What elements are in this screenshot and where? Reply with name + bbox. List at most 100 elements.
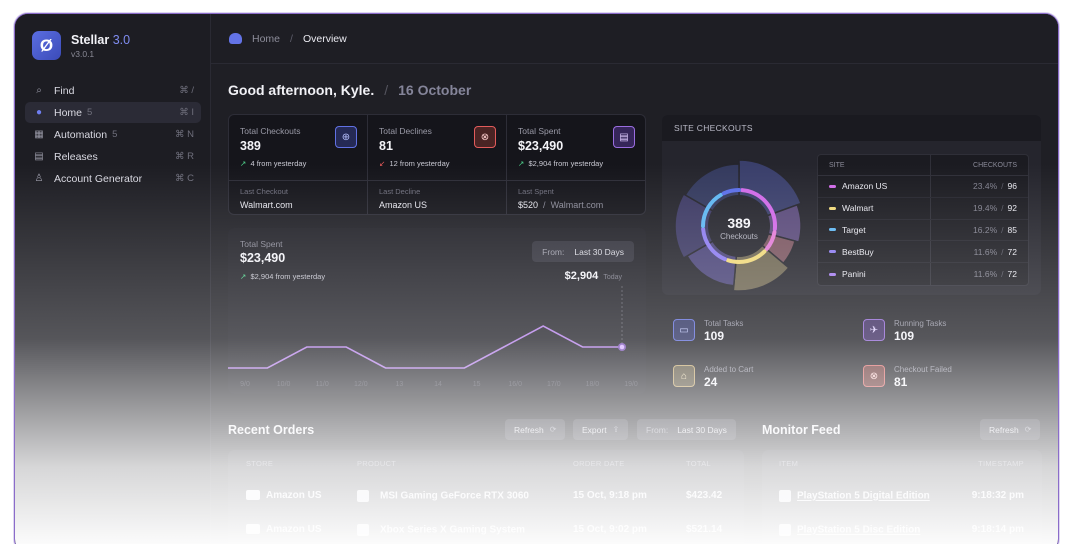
x-tick-label: 12/0 (354, 381, 368, 388)
x-tick-label: 15 (473, 381, 481, 388)
orders-date-range-select[interactable]: From: Last 30 Days (637, 419, 736, 440)
stat-total-declines: Total Declines 81 ⊗ ↙ 12 from yesterday … (368, 115, 507, 214)
shortcut-hint: ⌘ R (175, 151, 194, 162)
column-header: ORDER DATE (573, 459, 625, 468)
chart-value: $23,490 (240, 251, 286, 265)
stat-value: $23,490 (518, 139, 564, 153)
x-tick-label: 13 (396, 381, 404, 388)
sidebar-item-account-generator[interactable]: ♙ Account Generator ⌘ C (25, 168, 201, 189)
monitor-refresh-button[interactable]: Refresh ⟳ (980, 419, 1041, 440)
sidebar-item-automation[interactable]: ▦ Automation 5 ⌘ N (25, 124, 201, 145)
x-tick-label: 18/0 (586, 381, 600, 388)
chart-label: Total Spent (240, 239, 283, 249)
running-icon: ✈ (863, 319, 885, 341)
refresh-icon: ⟳ (549, 425, 557, 434)
export-icon: ⇪ (612, 425, 620, 434)
user-icon: ♙ (34, 173, 44, 184)
store-flag-icon (246, 524, 260, 535)
sidebar-item-label: Home (54, 106, 83, 119)
stat-checkout-failed: ⊗ Checkout Failed 81 (863, 365, 952, 389)
site-percent: 23.4% (973, 181, 998, 192)
x-tick-label: 17/0 (547, 381, 561, 388)
table-row[interactable]: PlayStation 5 Digital Edition 9:18:32 pm (762, 480, 1042, 512)
product-icon (357, 524, 369, 536)
monitor-feed-title: Monitor Feed (762, 423, 841, 437)
stat-label: Total Spent (518, 126, 561, 136)
site-percent: 11.6% (973, 246, 998, 257)
shortcut-hint: ⌘ C (175, 173, 194, 184)
breadcrumb: Home / Overview (211, 14, 1058, 64)
failed-icon: ⊗ (863, 365, 885, 387)
table-row[interactable]: Amazon US MSI Gaming GeForce RTX 3060 15… (228, 480, 744, 512)
stat-sub-value: Amazon US (379, 200, 428, 210)
trend-up-icon: ↗ (240, 272, 247, 281)
legend-swatch (829, 272, 836, 276)
sidebar-item-label: Releases (54, 150, 98, 163)
refresh-button[interactable]: Refresh ⟳ (505, 419, 566, 440)
site-checkouts-title: SITE CHECKOUTS (662, 115, 1041, 141)
table-row[interactable]: Panini 11.6%/72 (818, 263, 1028, 285)
stat-total-checkouts: Total Checkouts 389 ⊕ ↗ 4 from yesterday… (229, 115, 368, 214)
site-percent: 19.4% (973, 203, 998, 214)
breadcrumb-current: Overview (302, 32, 347, 45)
brand-name: Stellar 3.0 (71, 32, 131, 47)
stat-label: Total Declines (379, 126, 432, 136)
table-row[interactable]: BestBuy 11.6%/72 (818, 241, 1028, 264)
legend-swatch (829, 184, 836, 188)
chart-delta: ↗ $2,904 from yesterday (240, 272, 326, 281)
stat-total-tasks: ▭ Total Tasks 109 (673, 319, 743, 343)
stats-panel: Total Checkouts 389 ⊕ ↗ 4 from yesterday… (228, 114, 646, 215)
site-name: Panini (842, 269, 866, 280)
export-button[interactable]: Export ⇪ (573, 419, 629, 440)
x-tick-label: 16/0 (508, 381, 522, 388)
column-header: SITE (818, 155, 931, 175)
home-icon: ● (35, 107, 43, 118)
orders-table: STORE PRODUCT ORDER DATE TOTAL Amazon US… (228, 450, 744, 544)
column-header: CHECKOUTS (973, 161, 1017, 169)
stat-sub-value: $520 / Walmart.com (518, 200, 604, 210)
stat-sub-label: Last Spent (518, 187, 554, 196)
date-range-select[interactable]: From: Last 30 Days (532, 241, 634, 262)
sidebar: Ø Stellar 3.0 v3.0.1 ⌕ Find ⌘ / ● Home 5… (15, 14, 211, 544)
legend-swatch (829, 206, 836, 210)
table-row[interactable]: PlayStation 5 Disc Edition 9:18:14 pm (762, 514, 1042, 544)
tasks-icon: ▭ (673, 319, 695, 341)
product-icon (779, 490, 791, 502)
site-percent: 16.2% (973, 224, 998, 235)
site-name: Target (842, 224, 866, 235)
stat-value: 389 (240, 139, 261, 153)
sidebar-item-find[interactable]: ⌕ Find ⌘ / (25, 80, 201, 101)
table-row[interactable]: Amazon US Xbox Series X Gaming System 15… (228, 514, 744, 544)
brand-version: v3.0.1 (71, 48, 95, 59)
sidebar-item-releases[interactable]: ▤ Releases ⌘ R (25, 146, 201, 167)
sidebar-item-count: 5 (87, 107, 93, 118)
cart-icon: ⌂ (673, 365, 695, 387)
automation-icon: ▦ (34, 129, 44, 140)
column-header: TIMESTAMP (978, 459, 1024, 468)
sidebar-item-home[interactable]: ● Home 5 ⌘ I (25, 102, 201, 123)
table-row[interactable]: Amazon US 23.4%/96 (818, 176, 1028, 198)
product-icon (357, 490, 369, 502)
table-row[interactable]: Walmart 19.4%/92 (818, 197, 1028, 220)
stat-delta: ↗ 4 from yesterday (240, 159, 307, 168)
x-tick-label: 10/0 (277, 381, 291, 388)
refresh-icon: ⟳ (1024, 425, 1032, 434)
column-header: ITEM (779, 459, 799, 468)
sidebar-item-label: Account Generator (54, 172, 143, 185)
site-name: BestBuy (842, 246, 874, 257)
donut-total: 389 (727, 215, 751, 231)
greeting-text: Good afternoon, Kyle. (228, 82, 375, 98)
site-count: 96 (1007, 181, 1017, 192)
site-percent: 11.6% (973, 269, 998, 280)
breadcrumb-home[interactable]: Home (252, 32, 281, 45)
store-flag-icon (246, 490, 260, 501)
shortcut-hint: ⌘ N (175, 129, 194, 140)
column-header: TOTAL (686, 459, 711, 468)
site-table: SITE CHECKOUTS Amazon US 23.4%/96 Walmart 1… (817, 154, 1029, 286)
column-header: PRODUCT (357, 459, 397, 468)
table-row[interactable]: Target 16.2%/85 (818, 219, 1028, 242)
sidebar-item-label: Find (54, 84, 75, 97)
shortcut-hint: ⌘ / (179, 85, 194, 96)
stat-running-tasks: ✈ Running Tasks 109 (863, 319, 946, 343)
